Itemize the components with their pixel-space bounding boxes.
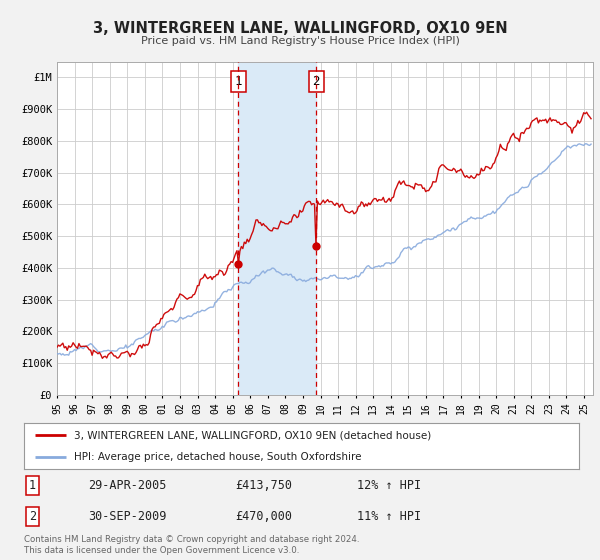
Text: Price paid vs. HM Land Registry's House Price Index (HPI): Price paid vs. HM Land Registry's House … bbox=[140, 36, 460, 46]
Text: 1: 1 bbox=[235, 75, 242, 88]
Text: 3, WINTERGREEN LANE, WALLINGFORD, OX10 9EN: 3, WINTERGREEN LANE, WALLINGFORD, OX10 9… bbox=[92, 21, 508, 36]
Text: £470,000: £470,000 bbox=[235, 510, 292, 522]
Text: 11% ↑ HPI: 11% ↑ HPI bbox=[357, 510, 421, 522]
Text: HPI: Average price, detached house, South Oxfordshire: HPI: Average price, detached house, Sout… bbox=[74, 452, 361, 462]
Text: Contains HM Land Registry data © Crown copyright and database right 2024.
This d: Contains HM Land Registry data © Crown c… bbox=[24, 535, 359, 555]
Bar bbox=[238, 62, 316, 395]
Text: 2: 2 bbox=[313, 75, 320, 88]
Text: 12% ↑ HPI: 12% ↑ HPI bbox=[357, 479, 421, 492]
Text: 30-SEP-2009: 30-SEP-2009 bbox=[88, 510, 166, 522]
Text: £413,750: £413,750 bbox=[235, 479, 292, 492]
Text: 29-APR-2005: 29-APR-2005 bbox=[88, 479, 166, 492]
Text: 3, WINTERGREEN LANE, WALLINGFORD, OX10 9EN (detached house): 3, WINTERGREEN LANE, WALLINGFORD, OX10 9… bbox=[74, 430, 431, 440]
Text: 1: 1 bbox=[29, 479, 36, 492]
Text: 2: 2 bbox=[29, 510, 36, 522]
